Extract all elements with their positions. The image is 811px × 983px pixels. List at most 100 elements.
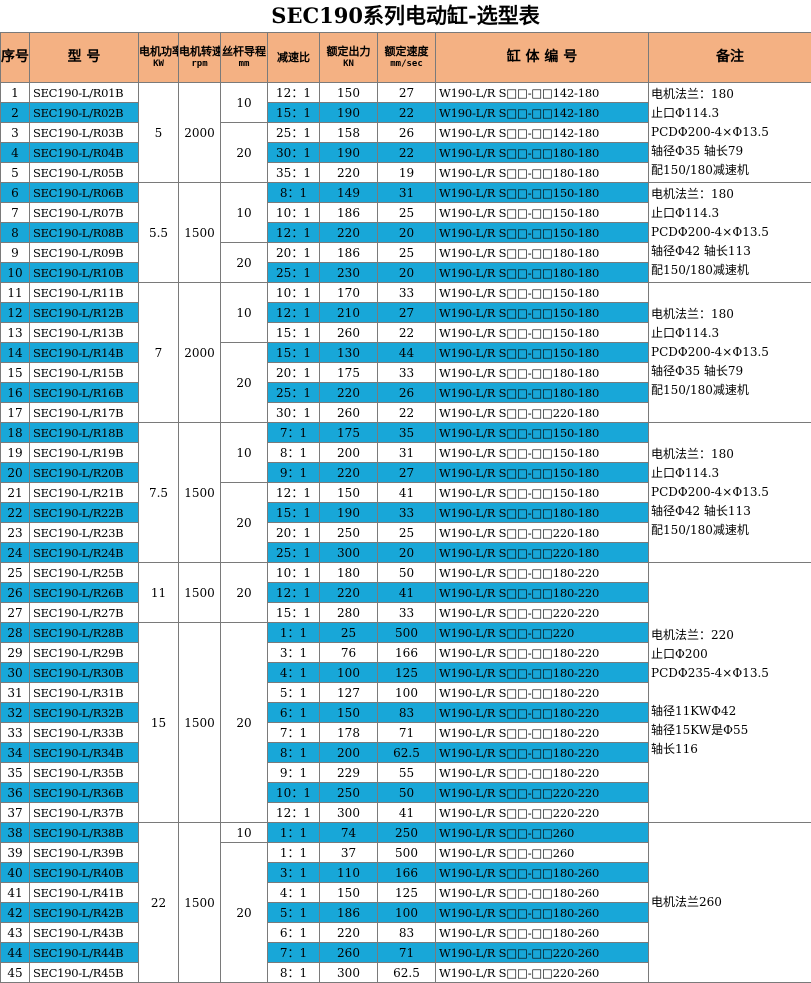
row-ratio: 8：1: [267, 742, 320, 763]
table-row: 38 SEC190-L/R38B 22 1500 10 1：1 74 250 W190-L/R …: [0, 822, 811, 983]
row-model: SEC190-L/R02B: [29, 102, 139, 123]
row-index: 23: [0, 522, 30, 543]
row-model: SEC190-L/R08B: [29, 222, 139, 243]
row-velocity: 25: [377, 522, 436, 543]
row-index: 40: [0, 862, 30, 883]
row-cylinder-code: W190-L/R S□□-□□142-180: [435, 102, 649, 123]
screw-lead: 10: [220, 422, 268, 483]
motor-power: 5.5: [138, 182, 179, 283]
row-index: 41: [0, 882, 30, 903]
row-model: SEC190-L/R31B: [29, 682, 139, 703]
table-row: 45 SEC190-L/R45B 8：1 300 62.5 W190-L/R S□□-□□…: [0, 962, 811, 983]
table-row: 14 SEC190-L/R14B 20 15：1 130 44 W190-L/R S□□-□…: [0, 342, 811, 423]
row-index: 2: [0, 102, 30, 123]
row-model: SEC190-L/R38B: [29, 822, 139, 843]
row-model: SEC190-L/R36B: [29, 782, 139, 803]
row-model: SEC190-L/R01B: [29, 82, 139, 103]
row-velocity: 27: [377, 82, 436, 103]
table-row: 42 SEC190-L/R42B 5：1 186 100 W190-L/R S□□-□□1…: [0, 902, 811, 923]
table-row: 23 SEC190-L/R23B 20：1 250 25 W190-L/R S□□-□□2…: [0, 522, 811, 543]
row-ratio: 10：1: [267, 202, 320, 223]
table-row: 29 SEC190-L/R29B 3：1 76 166 W190-L/R S□□-□□18…: [0, 642, 811, 663]
row-model: SEC190-L/R20B: [29, 462, 139, 483]
row-ratio: 15：1: [267, 322, 320, 343]
row-velocity: 19: [377, 162, 436, 183]
motor-speed: 1500: [178, 562, 221, 623]
row-model: SEC190-L/R05B: [29, 162, 139, 183]
row-force: 220: [319, 462, 378, 483]
row-cylinder-code: W190-L/R S□□-□□220-220: [435, 802, 649, 823]
table-row: 12 SEC190-L/R12B 12：1 210 27 W190-L/R S□□-□□1…: [0, 302, 811, 323]
row-cylinder-code: W190-L/R S□□-□□220-220: [435, 602, 649, 623]
row-index: 36: [0, 782, 30, 803]
row-force: 76: [319, 642, 378, 663]
row-index: 39: [0, 842, 30, 863]
screw-lead: 10: [220, 282, 268, 343]
row-ratio: 15：1: [267, 602, 320, 623]
row-ratio: 5：1: [267, 682, 320, 703]
row-model: SEC190-L/R39B: [29, 842, 139, 863]
row-velocity: 25: [377, 202, 436, 223]
row-model: SEC190-L/R41B: [29, 882, 139, 903]
speed-unit: rpm: [191, 58, 208, 69]
row-velocity: 500: [377, 842, 436, 863]
row-cylinder-code: W190-L/R S□□-□□150-180: [435, 342, 649, 363]
screw-lead: 20: [220, 842, 268, 983]
row-force: 150: [319, 482, 378, 503]
motor-speed: 2000: [178, 82, 221, 183]
row-model: SEC190-L/R17B: [29, 402, 139, 423]
row-force: 175: [319, 422, 378, 443]
row-index: 9: [0, 242, 30, 263]
table-row: 30 SEC190-L/R30B 4：1 100 125 W190-L/R S□□-□□1…: [0, 662, 811, 683]
row-index: 33: [0, 722, 30, 743]
row-velocity: 83: [377, 702, 436, 723]
row-velocity: 25: [377, 242, 436, 263]
motor-power: 7: [138, 282, 179, 423]
row-index: 14: [0, 342, 30, 363]
row-force: 220: [319, 162, 378, 183]
row-force: 186: [319, 902, 378, 923]
row-index: 44: [0, 942, 30, 963]
row-note: 电机法兰：180 止口Φ114.3 PCDΦ200-4×Φ13.5 轴径Φ35 …: [648, 282, 811, 423]
row-model: SEC190-L/R03B: [29, 122, 139, 143]
col-note-header: 备注: [648, 32, 811, 83]
row-ratio: 7：1: [267, 942, 320, 963]
row-index: 5: [0, 162, 30, 183]
row-model: SEC190-L/R15B: [29, 362, 139, 383]
row-index: 3: [0, 122, 30, 143]
row-index: 37: [0, 802, 30, 823]
row-cylinder-code: W190-L/R S□□-□□150-180: [435, 182, 649, 203]
row-model: SEC190-L/R14B: [29, 342, 139, 363]
row-velocity: 166: [377, 862, 436, 883]
row-force: 250: [319, 782, 378, 803]
power-unit: KW: [153, 58, 164, 69]
row-velocity: 26: [377, 382, 436, 403]
row-velocity: 33: [377, 282, 436, 303]
lead-label: 丝杆导程: [222, 44, 266, 58]
row-force: 300: [319, 962, 378, 983]
row-cylinder-code: W190-L/R S□□-□□142-180: [435, 122, 649, 143]
row-velocity: 41: [377, 582, 436, 603]
row-force: 130: [319, 342, 378, 363]
table-row: 26 SEC190-L/R26B 12：1 220 41 W190-L/R S□□-□□1…: [0, 582, 811, 603]
motor-power: 7.5: [138, 422, 179, 563]
table-row: 36 SEC190-L/R36B 10：1 250 50 W190-L/R S□□-□□2…: [0, 782, 811, 803]
screw-lead: 20: [220, 242, 268, 283]
row-velocity: 166: [377, 642, 436, 663]
row-cylinder-code: W190-L/R S□□-□□260: [435, 822, 649, 843]
row-model: SEC190-L/R25B: [29, 562, 139, 583]
table-row: 8 SEC190-L/R08B 12：1 220 20 W190-L/R S□□-□□15…: [0, 222, 811, 243]
row-force: 178: [319, 722, 378, 743]
row-ratio: 8：1: [267, 182, 320, 203]
row-velocity: 22: [377, 142, 436, 163]
row-model: SEC190-L/R07B: [29, 202, 139, 223]
row-velocity: 500: [377, 622, 436, 643]
row-model: SEC190-L/R29B: [29, 642, 139, 663]
row-force: 200: [319, 442, 378, 463]
table-row: 33 SEC190-L/R33B 7：1 178 71 W190-L/R S□□-□□18…: [0, 722, 811, 743]
row-ratio: 20：1: [267, 362, 320, 383]
row-force: 220: [319, 922, 378, 943]
row-force: 250: [319, 522, 378, 543]
